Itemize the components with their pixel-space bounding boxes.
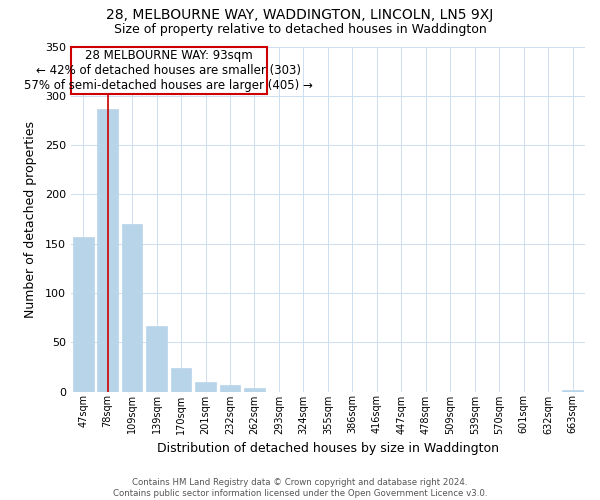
Text: 28, MELBOURNE WAY, WADDINGTON, LINCOLN, LN5 9XJ: 28, MELBOURNE WAY, WADDINGTON, LINCOLN, … <box>106 8 494 22</box>
Bar <box>73 237 94 392</box>
FancyBboxPatch shape <box>71 46 267 94</box>
Bar <box>562 390 583 392</box>
Bar <box>97 108 118 392</box>
Text: 28 MELBOURNE WAY: 93sqm
← 42% of detached houses are smaller (303)
57% of semi-d: 28 MELBOURNE WAY: 93sqm ← 42% of detache… <box>25 48 313 92</box>
Bar <box>220 384 241 392</box>
Bar <box>244 388 265 392</box>
X-axis label: Distribution of detached houses by size in Waddington: Distribution of detached houses by size … <box>157 442 499 455</box>
Y-axis label: Number of detached properties: Number of detached properties <box>23 120 37 318</box>
Bar <box>170 368 191 392</box>
Text: Contains HM Land Registry data © Crown copyright and database right 2024.
Contai: Contains HM Land Registry data © Crown c… <box>113 478 487 498</box>
Bar <box>195 382 216 392</box>
Bar <box>122 224 142 392</box>
Text: Size of property relative to detached houses in Waddington: Size of property relative to detached ho… <box>113 22 487 36</box>
Bar <box>146 326 167 392</box>
